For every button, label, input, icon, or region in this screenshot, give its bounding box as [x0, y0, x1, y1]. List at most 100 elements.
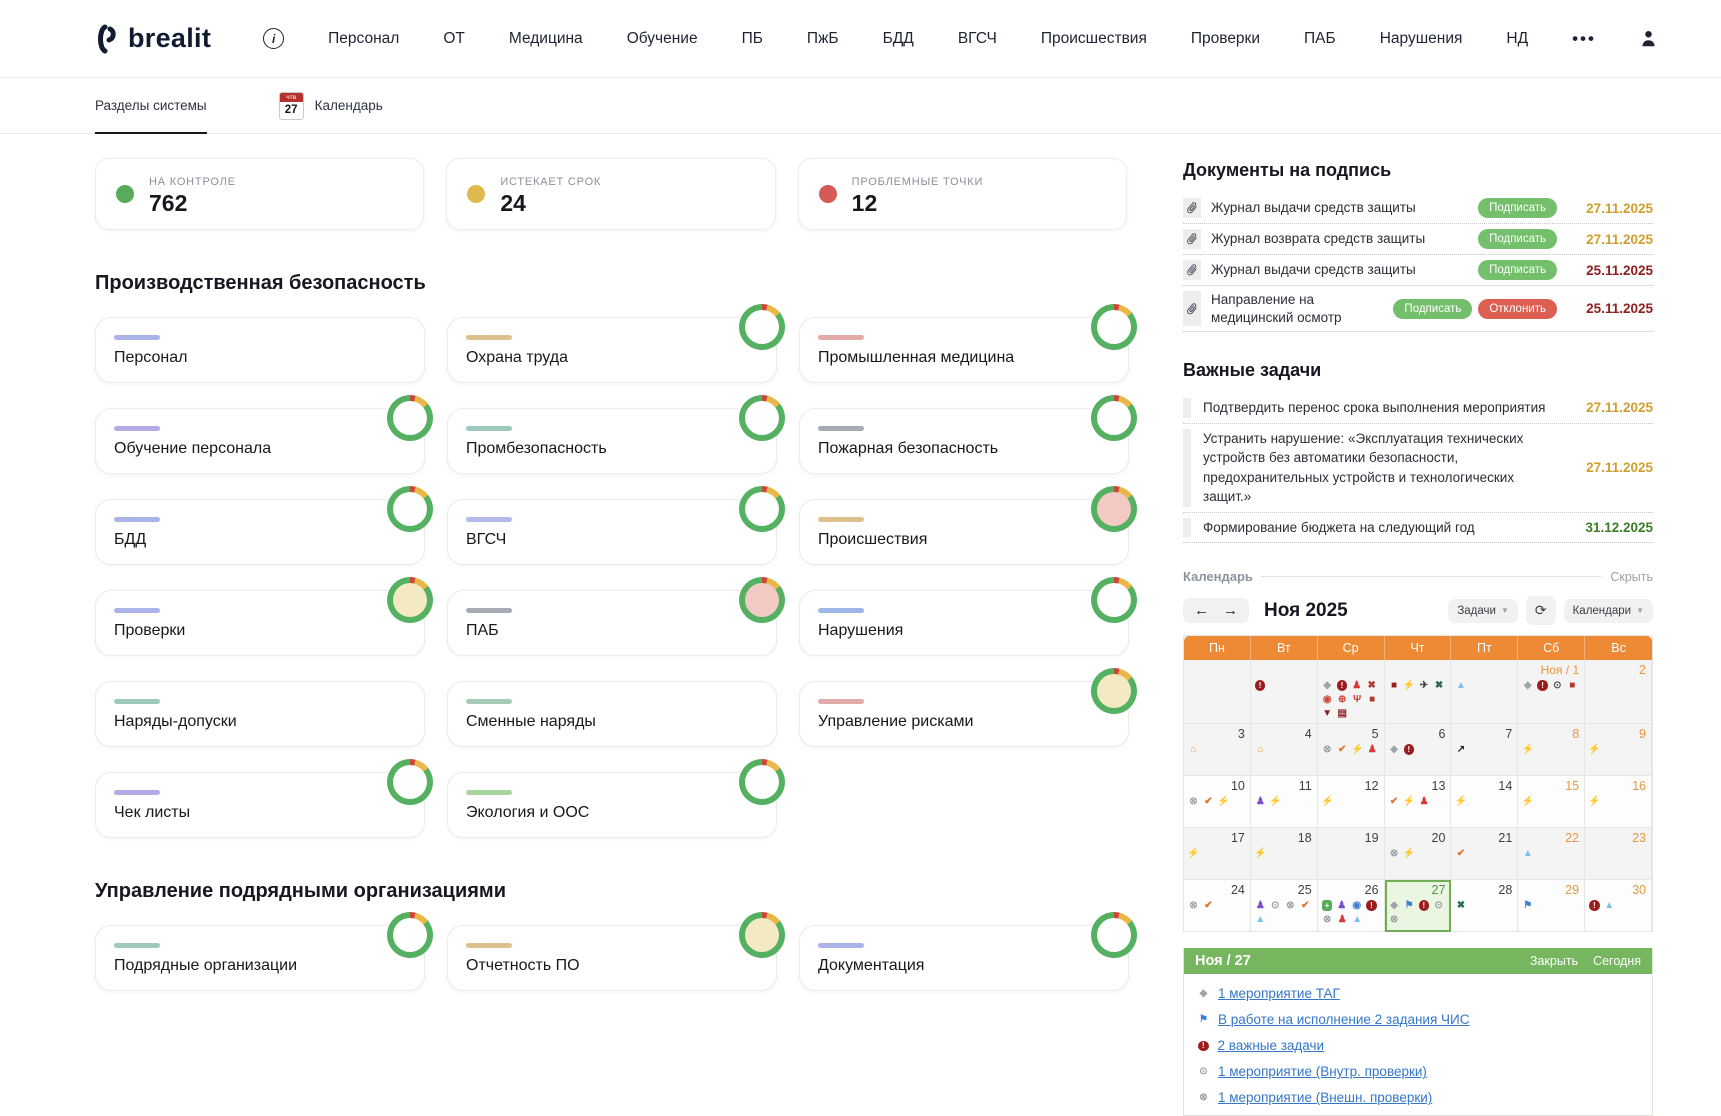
- calendar-day-cell[interactable]: ◆! ♟ ✖ ◉ ⊕ Ψ ■ ▼ ▤: [1317, 660, 1385, 725]
- refresh-button[interactable]: ⟳: [1525, 596, 1556, 626]
- day-event-link[interactable]: ⊗ 1 мероприятие (Внешн. проверки): [1198, 1090, 1646, 1105]
- calendar-day-cell[interactable]: 27 ◆ ⚑! ⊙ ⊗: [1384, 880, 1452, 933]
- day-event-link[interactable]: ⊙ 1 мероприятие (Внутр. проверки): [1198, 1064, 1646, 1079]
- calendar-day-cell[interactable]: 25 ♟ ⊙ ⊗ ✔ ▲: [1250, 880, 1318, 933]
- more-menu-button[interactable]: •••: [1572, 28, 1596, 48]
- dashboard-card[interactable]: Экология и ООС: [447, 759, 785, 838]
- brand-logo[interactable]: brealit: [95, 23, 211, 54]
- dashboard-card[interactable]: Отчетность ПО: [447, 912, 785, 991]
- calendar-day-cell[interactable]: 12 ⚡: [1317, 776, 1385, 829]
- calendar-day-cell[interactable]: 18 ⚡: [1250, 828, 1318, 881]
- nav-item[interactable]: БДД: [882, 29, 914, 47]
- calendar-day-cell[interactable]: 14 ⚡: [1451, 776, 1519, 829]
- calendar-day-cell[interactable]: 16 ⚡: [1585, 776, 1652, 829]
- calendar-day-cell[interactable]: 10 ⊗ ✔ ⚡: [1184, 776, 1251, 829]
- dashboard-card[interactable]: Нарушения: [799, 577, 1137, 656]
- user-icon[interactable]: [1640, 29, 1657, 48]
- dashboard-card[interactable]: Чек листы: [95, 759, 433, 838]
- today-link[interactable]: Сегодня: [1593, 954, 1641, 969]
- calendar-day-cell[interactable]: !: [1250, 660, 1318, 725]
- nav-item[interactable]: Персонал: [328, 29, 400, 47]
- tasks-filter-dropdown[interactable]: Задачи ▼: [1448, 598, 1518, 623]
- sign-button[interactable]: Подписать: [1393, 298, 1473, 319]
- calendar-day-cell[interactable]: ▲: [1451, 660, 1519, 725]
- dashboard-card[interactable]: БДД: [95, 486, 433, 565]
- calendar-next-button[interactable]: →: [1223, 602, 1238, 620]
- card-title: Охрана труда: [466, 349, 568, 366]
- calendar-day-cell[interactable]: 29 ⚑: [1518, 880, 1586, 933]
- calendar-day-cell[interactable]: 4 ⌂: [1250, 724, 1318, 777]
- dashboard-card[interactable]: Происшествия: [799, 486, 1137, 565]
- calendar-day-cell[interactable]: 20 ⊗ ⚡: [1384, 828, 1452, 881]
- day-event-link[interactable]: ! 2 важные задачи: [1198, 1038, 1646, 1053]
- sign-button[interactable]: Подписать: [1478, 260, 1557, 280]
- dashboard-card[interactable]: Наряды-допуски: [95, 681, 425, 747]
- calendar-day-cell[interactable]: 21 ✔: [1451, 828, 1519, 881]
- calendar-day-cell[interactable]: 13 ✔ ⚡ ♟: [1384, 776, 1452, 829]
- day-number: 25: [1297, 883, 1312, 898]
- dashboard-card[interactable]: ВГСЧ: [447, 486, 785, 565]
- sign-button[interactable]: Подписать: [1478, 229, 1557, 249]
- nav-item[interactable]: Обучение: [626, 29, 698, 47]
- close-day-link[interactable]: Закрыть: [1529, 954, 1579, 969]
- day-event-text: 1 мероприятие ТАГ: [1218, 986, 1340, 1002]
- dashboard-card[interactable]: ПАБ: [447, 577, 785, 656]
- dashboard-card[interactable]: Пожарная безопасность: [799, 395, 1137, 474]
- category-color-bar: [466, 608, 512, 613]
- calendar-day-cell[interactable]: 7 ↗: [1451, 724, 1519, 777]
- calendar-day-cell[interactable]: 19: [1317, 828, 1385, 881]
- document-due-date: 25.11.2025: [1586, 301, 1653, 317]
- calendars-filter-dropdown[interactable]: Календари ▼: [1563, 598, 1653, 623]
- nav-item[interactable]: Проверки: [1190, 29, 1260, 47]
- nav-item[interactable]: ПжБ: [806, 29, 839, 47]
- dashboard-card[interactable]: Охрана труда: [447, 304, 785, 383]
- tab-calendar[interactable]: чтв 27 Календарь: [278, 78, 383, 133]
- tab-sections[interactable]: Разделы системы: [95, 78, 207, 134]
- calendar-prev-button[interactable]: ←: [1194, 602, 1209, 620]
- task-due-date: 27.11.2025: [1586, 400, 1653, 416]
- calendar-day-cell[interactable]: 15 ⚡: [1518, 776, 1586, 829]
- dashboard-card[interactable]: Подрядные организации: [95, 912, 433, 991]
- info-icon[interactable]: i: [263, 28, 285, 49]
- calendar-day-cell[interactable]: 26 + ♟ ◉! ⊗ ♟ ▲: [1317, 880, 1385, 933]
- nav-item[interactable]: НД: [1506, 29, 1529, 47]
- day-event-link[interactable]: ⚑ В работе на исполнение 2 задания ЧИС: [1198, 1012, 1646, 1027]
- day-event-link[interactable]: ◆ 1 мероприятие ТАГ: [1198, 986, 1646, 1001]
- calendar-hide-link[interactable]: Скрыть: [1610, 569, 1653, 584]
- nav-item[interactable]: ОТ: [443, 29, 465, 47]
- sign-button[interactable]: Подписать: [1478, 198, 1557, 218]
- dashboard-card[interactable]: Сменные наряды: [447, 681, 777, 747]
- nav-item[interactable]: Нарушения: [1379, 29, 1463, 47]
- nav-item[interactable]: ВГСЧ: [957, 29, 997, 47]
- calendar-day-cell[interactable]: Ноя / 1 ◆! ⊙ ■: [1518, 660, 1586, 725]
- calendar-day-cell[interactable]: 30! ▲: [1585, 880, 1652, 933]
- calendar-day-cell[interactable]: 22 ▲: [1518, 828, 1586, 881]
- calendar-day-cell[interactable]: 5 ⊗ ✔ ⚡ ♟: [1317, 724, 1385, 777]
- nav-item[interactable]: ПБ: [741, 29, 763, 47]
- dashboard-card[interactable]: Обучение персонала: [95, 395, 433, 474]
- dashboard-card[interactable]: Управление рисками: [799, 668, 1137, 747]
- calendar-day-cell[interactable]: 17 ⚡: [1184, 828, 1251, 881]
- day-number: 20: [1431, 831, 1446, 846]
- nav-items: i Персонал ОТ Медицина Обучение ПБ ПжБ БДД ВГСЧ…: [263, 28, 1657, 49]
- calendar-day-cell[interactable]: 3 ⌂: [1184, 724, 1251, 777]
- nav-item[interactable]: Происшествия: [1040, 29, 1147, 47]
- dashboard-card[interactable]: Промбезопасность: [447, 395, 785, 474]
- calendar-day-cell[interactable]: 8 ⚡: [1518, 724, 1586, 777]
- nav-item[interactable]: Медицина: [508, 29, 583, 47]
- nav-item[interactable]: ПАБ: [1304, 29, 1336, 47]
- dashboard-card[interactable]: Промышленная медицина: [799, 304, 1137, 383]
- decline-button[interactable]: Отклонить: [1478, 298, 1557, 319]
- calendar-day-cell[interactable]: 28 ✖: [1451, 880, 1519, 933]
- calendar-day-cell[interactable]: 9 ⚡: [1585, 724, 1652, 777]
- calendar-day-cell[interactable]: 23: [1585, 828, 1652, 881]
- dashboard-card[interactable]: Проверки: [95, 577, 433, 656]
- calendar-day-cell[interactable]: [1184, 660, 1251, 725]
- calendar-day-cell[interactable]: 6 ◆!: [1384, 724, 1452, 777]
- calendar-day-cell[interactable]: ■ ⚡ ✈ ✖: [1384, 660, 1452, 725]
- dashboard-card[interactable]: Документация: [799, 912, 1137, 991]
- calendar-day-cell[interactable]: 24 ⊗ ✔: [1184, 880, 1251, 933]
- calendar-day-cell[interactable]: 11 ♟ ⚡: [1250, 776, 1318, 829]
- calendar-day-cell[interactable]: 2: [1585, 660, 1652, 725]
- dashboard-card[interactable]: Персонал: [95, 317, 425, 383]
